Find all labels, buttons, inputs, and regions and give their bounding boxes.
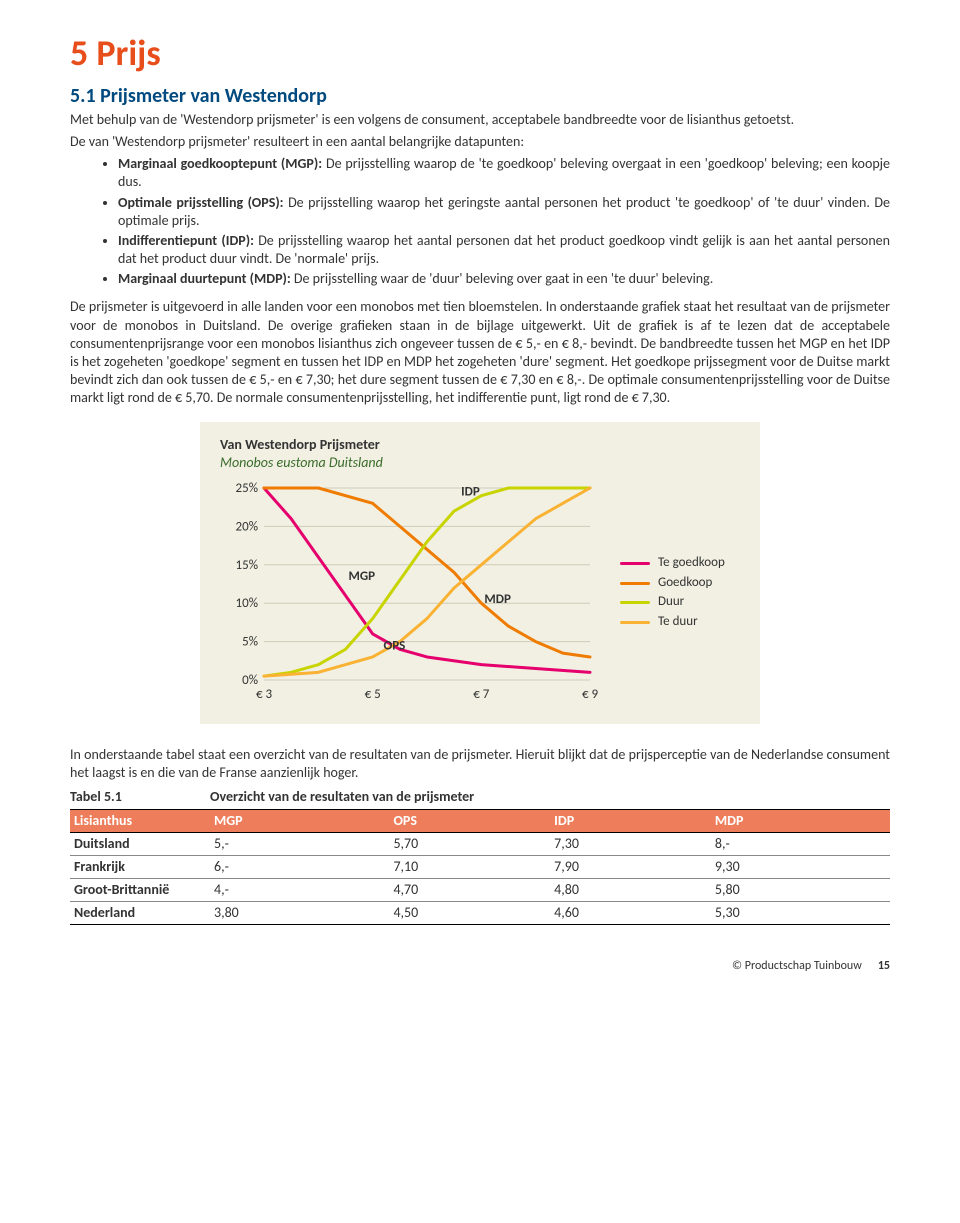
table-cell: 5,30 <box>711 902 890 925</box>
table-cell: 7,90 <box>550 855 711 878</box>
table-cell: 5,80 <box>711 879 890 902</box>
chart-subtitle: Monobos eustoma Duitsland <box>220 454 740 472</box>
table-cell: 7,10 <box>389 855 550 878</box>
svg-text:25%: 25% <box>236 481 258 496</box>
body-para-3: In onderstaande tabel staat een overzich… <box>70 746 890 782</box>
legend-label: Te goedkoop <box>658 555 725 572</box>
bullet-item: Optimale prijsstelling (OPS): De prijsst… <box>118 194 890 230</box>
table-cell: 3,80 <box>210 902 389 925</box>
table-cell: 5,- <box>210 832 389 855</box>
price-meter-chart: 0% 5% 10% 15% 20% 25% € 3 € 5 € 7 € 9 IDP MGP MDP OPS <box>220 478 600 708</box>
table-cell: 4,80 <box>550 879 711 902</box>
bullet-list: Marginaal goedkooptepunt (MGP): De prijs… <box>70 155 890 288</box>
table-cell: 4,50 <box>389 902 550 925</box>
legend-label: Goedkoop <box>658 575 712 592</box>
footer-page-number: 15 <box>878 959 890 975</box>
legend-label: Te duur <box>658 614 698 631</box>
bullet-item: Indifferentiepunt (IDP): De prijsstellin… <box>118 232 890 268</box>
legend-label: Duur <box>658 594 684 611</box>
section-heading: 5.1 Prijsmeter van Westendorp <box>70 83 890 109</box>
svg-text:€ 5: € 5 <box>365 687 381 702</box>
svg-text:0%: 0% <box>242 673 258 688</box>
table-row: Frankrijk6,-7,107,909,30 <box>70 855 890 878</box>
table-header-cell: Lisianthus <box>70 809 210 832</box>
table-caption-title: Overzicht van de resultaten van de prijs… <box>210 786 890 809</box>
svg-text:OPS: OPS <box>383 638 405 653</box>
table-header-row: LisianthusMGPOPSIDPMDP <box>70 809 890 832</box>
page-title: 5 Prijs <box>70 30 890 77</box>
table-header-cell: MDP <box>711 809 890 832</box>
table-cell: 4,70 <box>389 879 550 902</box>
legend-item: Goedkoop <box>620 575 725 592</box>
svg-text:MGP: MGP <box>349 569 376 584</box>
legend-swatch <box>620 621 650 624</box>
table-cell: 8,- <box>711 832 890 855</box>
legend-item: Te goedkoop <box>620 555 725 572</box>
svg-text:€ 9: € 9 <box>582 687 599 702</box>
svg-text:IDP: IDP <box>461 485 480 500</box>
table-cell: 4,60 <box>550 902 711 925</box>
legend-swatch <box>620 601 650 604</box>
table-header-cell: MGP <box>210 809 389 832</box>
table-body: Duitsland5,-5,707,308,-Frankrijk6,-7,107… <box>70 832 890 925</box>
footer-copyright: © Productschap Tuinbouw <box>732 959 862 975</box>
table-row: Groot-Brittannië4,-4,704,805,80 <box>70 879 890 902</box>
table-row: Duitsland5,-5,707,308,- <box>70 832 890 855</box>
table-cell: 5,70 <box>389 832 550 855</box>
table-cell: 7,30 <box>550 832 711 855</box>
table-cell: Groot-Brittannië <box>70 879 210 902</box>
svg-text:MDP: MDP <box>484 592 511 607</box>
page-footer: © Productschap Tuinbouw 15 <box>70 959 890 975</box>
table-cell: 6,- <box>210 855 389 878</box>
bullet-item: Marginaal goedkooptepunt (MGP): De prijs… <box>118 155 890 191</box>
table-cell: 4,- <box>210 879 389 902</box>
table-cell: 9,30 <box>711 855 890 878</box>
intro-para-2: De van 'Westendorp prijsmeter' resulteer… <box>70 133 890 151</box>
results-table: Tabel 5.1 Overzicht van de resultaten va… <box>70 786 890 925</box>
table-caption-label: Tabel 5.1 <box>70 786 210 809</box>
table-row: Nederland3,804,504,605,30 <box>70 902 890 925</box>
table-cell: Nederland <box>70 902 210 925</box>
legend-item: Te duur <box>620 614 725 631</box>
bullet-item: Marginaal duurtepunt (MDP): De prijsstel… <box>118 270 890 288</box>
body-para-2: De prijsmeter is uitgevoerd in alle land… <box>70 298 890 407</box>
svg-text:€ 7: € 7 <box>473 687 490 702</box>
svg-text:20%: 20% <box>236 519 258 534</box>
table-header-cell: OPS <box>389 809 550 832</box>
svg-text:10%: 10% <box>236 596 258 611</box>
chart-container: Van Westendorp Prijsmeter Monobos eustom… <box>200 422 760 724</box>
svg-text:15%: 15% <box>236 558 258 573</box>
legend-swatch <box>620 582 650 585</box>
table-header-cell: IDP <box>550 809 711 832</box>
svg-text:5%: 5% <box>242 635 258 650</box>
intro-para-1: Met behulp van de 'Westendorp prijsmeter… <box>70 111 890 129</box>
svg-text:€ 3: € 3 <box>256 687 273 702</box>
legend-item: Duur <box>620 594 725 611</box>
table-cell: Frankrijk <box>70 855 210 878</box>
chart-title: Van Westendorp Prijsmeter <box>220 436 740 454</box>
chart-legend: Te goedkoop Goedkoop Duur Te duur <box>620 552 725 635</box>
table-cell: Duitsland <box>70 832 210 855</box>
legend-swatch <box>620 562 650 565</box>
